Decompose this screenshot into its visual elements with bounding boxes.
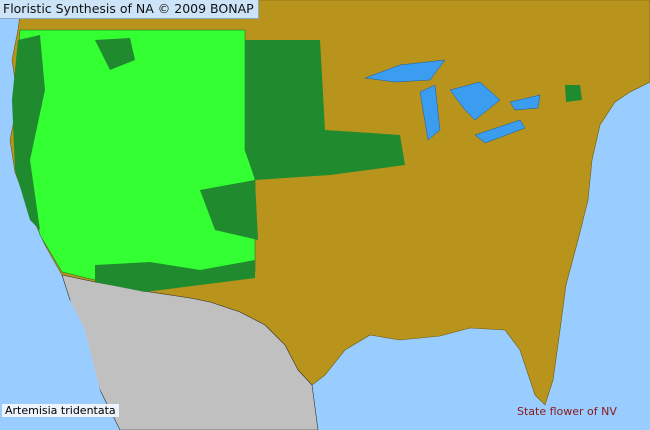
species-label: Artemisia tridentata [2, 404, 119, 417]
range-dark-green [12, 35, 582, 292]
map-title: Floristic Synthesis of NA © 2009 BONAP [0, 0, 259, 19]
baja-gap [60, 300, 105, 430]
great-lakes [364, 59, 541, 144]
state-flower-note: State flower of NV [517, 405, 617, 418]
range-light-green [14, 29, 256, 291]
